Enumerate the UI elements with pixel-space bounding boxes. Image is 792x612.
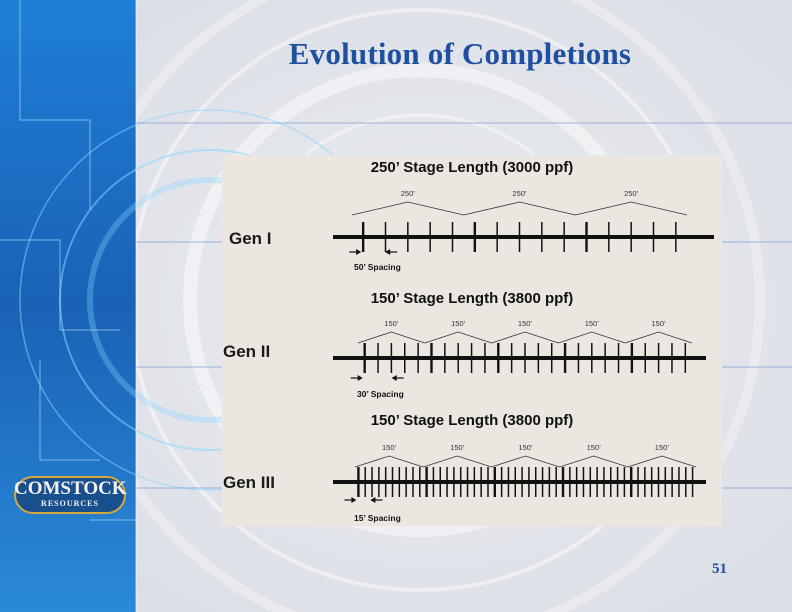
gen3-stage-length-label: 150’ — [518, 443, 533, 452]
gen2-label: Gen II — [223, 342, 271, 361]
gen1-stage-length-label: 250’ — [401, 189, 416, 198]
gen3-stage-length-label: 150’ — [382, 443, 397, 452]
gen3-stage-length-label: 150’ — [450, 443, 465, 452]
gen2-stage-bracket — [625, 331, 693, 344]
gen2-title: 150’ Stage Length (3800 ppf) — [370, 290, 574, 307]
gen3-stage-bracket — [559, 455, 628, 468]
gen3-spacing-arrowhead-left — [351, 497, 357, 503]
gen2-stage-bracket — [424, 331, 492, 344]
gen3-stage-bracket — [354, 455, 424, 468]
gen1-stage-bracket — [575, 201, 688, 216]
gen2-spacing-arrowhead-right — [391, 375, 397, 381]
gen1-stage-length-label: 250’ — [624, 189, 639, 198]
gen1-stage-bracket — [351, 201, 464, 216]
gen2-stage-length-label: 150’ — [585, 319, 600, 328]
comstock-logo — [14, 476, 126, 514]
completion-diagram-panel — [222, 155, 722, 526]
gen1-title: 250’ Stage Length (3000 ppf) — [370, 159, 574, 176]
gen1-spacing-arrowhead-right — [385, 249, 391, 255]
gen3-stage-length-label: 150’ — [587, 443, 602, 452]
gen2-stage-length-label: 150’ — [652, 319, 667, 328]
gen2-spacing-label: 30’ Spacing — [357, 389, 404, 399]
gen1-stage-bracket — [463, 201, 576, 216]
gen2-stage-length-label: 150’ — [451, 319, 466, 328]
slide-title: Evolution of Completions — [288, 36, 632, 71]
gen3-title: 150’ Stage Length (3800 ppf) — [370, 412, 574, 429]
gen1-spacing-arrowhead-left — [356, 249, 362, 255]
logo-name: COMSTOCK — [14, 478, 127, 499]
gen2-stage-bracket — [491, 331, 559, 344]
gen2-stage-length-label: 150’ — [518, 319, 533, 328]
gen1-label: Gen I — [229, 229, 272, 248]
gen3-spacing-label: 15’ Spacing — [354, 513, 401, 523]
gen2-stage-bracket — [357, 331, 425, 344]
gen2-stage-bracket — [558, 331, 626, 344]
gen3-label: Gen III — [223, 473, 275, 492]
gen3-stage-bracket — [423, 455, 492, 468]
gen2-spacing-arrowhead-left — [357, 375, 363, 381]
gen1-spacing-label: 50’ Spacing — [354, 262, 401, 272]
gen1-stage-length-label: 250’ — [512, 189, 527, 198]
page-number: 51 — [712, 561, 727, 577]
gen3-spacing-arrowhead-right — [370, 497, 376, 503]
gen2-stage-length-label: 150’ — [384, 319, 399, 328]
gen3-stage-bracket — [491, 455, 560, 468]
gen3-stage-bracket — [627, 455, 697, 468]
gen3-stage-length-label: 150’ — [655, 443, 670, 452]
logo-sub: RESOURCES — [41, 499, 99, 508]
